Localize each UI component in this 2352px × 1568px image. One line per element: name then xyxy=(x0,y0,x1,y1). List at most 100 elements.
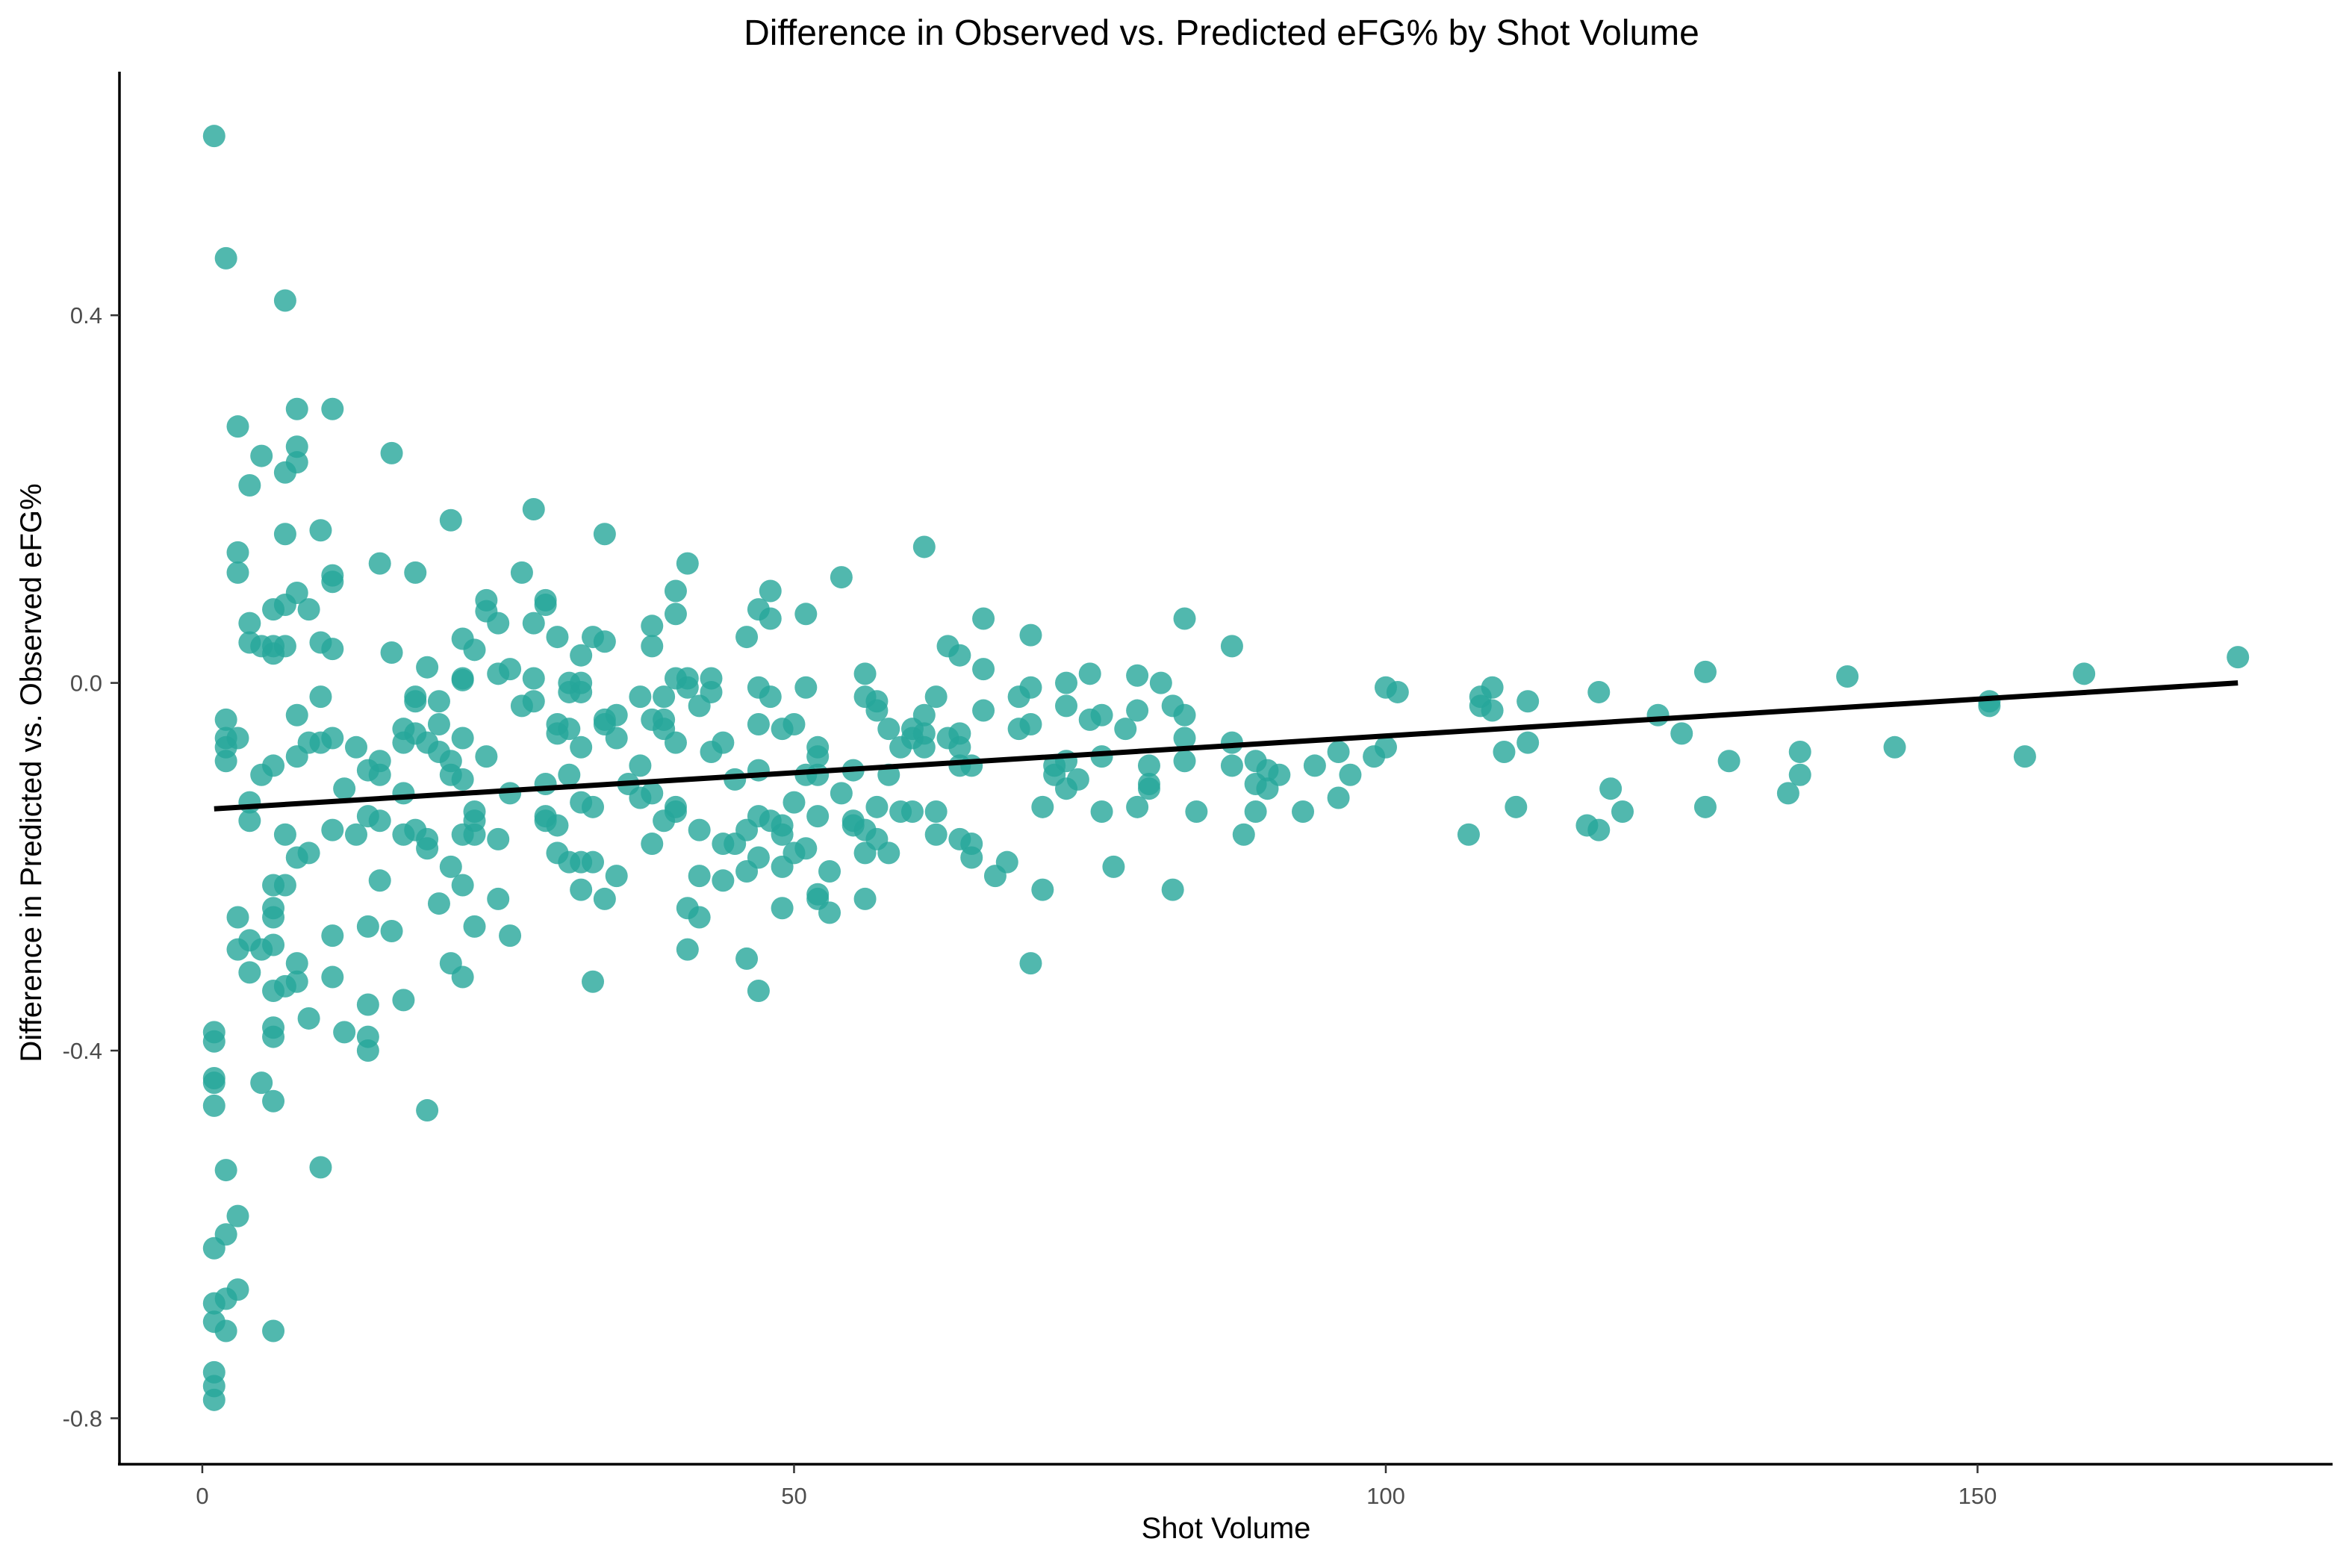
data-point xyxy=(1303,754,1326,777)
data-point xyxy=(759,685,782,709)
data-point xyxy=(853,662,877,685)
data-point xyxy=(1173,703,1196,727)
data-point xyxy=(1161,878,1184,901)
data-point xyxy=(747,759,770,782)
data-point xyxy=(226,938,249,961)
data-point xyxy=(605,727,628,750)
data-point xyxy=(273,823,296,846)
data-point xyxy=(404,690,427,713)
data-point xyxy=(297,1007,320,1030)
data-point xyxy=(439,508,462,532)
data-point xyxy=(2227,646,2250,669)
data-point xyxy=(1173,750,1196,773)
data-point xyxy=(1055,671,1078,694)
data-point xyxy=(582,970,605,993)
data-point xyxy=(593,887,616,910)
data-point xyxy=(356,915,379,938)
data-point xyxy=(1126,795,1149,818)
data-point xyxy=(558,718,581,741)
data-point xyxy=(1185,800,1208,823)
data-point xyxy=(1717,750,1740,773)
data-point xyxy=(1292,800,1315,823)
data-point xyxy=(759,579,782,603)
data-point xyxy=(392,782,415,805)
data-point xyxy=(747,980,770,1003)
data-point xyxy=(924,685,948,709)
data-point xyxy=(262,906,285,929)
x-tick-label: 50 xyxy=(781,1483,806,1509)
data-point xyxy=(1268,763,1291,786)
data-point xyxy=(712,869,735,892)
data-point xyxy=(1078,662,1101,685)
data-point xyxy=(1066,768,1089,791)
data-point xyxy=(262,754,285,777)
data-point xyxy=(700,680,723,703)
data-point xyxy=(321,965,344,989)
data-point xyxy=(510,561,533,584)
data-point xyxy=(1611,800,1634,823)
data-point xyxy=(214,708,237,731)
data-point xyxy=(214,1319,237,1343)
data-point xyxy=(1244,800,1267,823)
data-point xyxy=(1232,823,1255,846)
data-point xyxy=(368,763,391,786)
data-point xyxy=(972,658,995,681)
data-point xyxy=(818,901,841,924)
data-point xyxy=(948,644,971,667)
data-point xyxy=(1386,680,1409,703)
data-point xyxy=(202,1030,225,1053)
x-tick-label: 150 xyxy=(1959,1483,1997,1509)
data-point xyxy=(1173,607,1196,630)
data-point xyxy=(2013,745,2036,768)
data-point xyxy=(1693,660,1717,683)
data-point xyxy=(629,754,652,777)
y-tick-label: 0.4 xyxy=(70,302,102,329)
data-point xyxy=(995,850,1018,874)
data-point xyxy=(1587,680,1611,703)
data-point xyxy=(582,795,605,818)
data-point xyxy=(676,552,699,575)
data-point xyxy=(522,497,545,520)
data-point xyxy=(297,841,320,865)
data-point xyxy=(333,777,356,800)
y-axis-ticks: -0.8 -0.4 0.0 0.4 xyxy=(63,302,119,1431)
data-point xyxy=(345,823,368,846)
data-point xyxy=(1883,735,1906,759)
data-point xyxy=(1090,703,1113,727)
data-point xyxy=(309,1156,332,1179)
data-point xyxy=(345,735,368,759)
data-point xyxy=(463,638,486,662)
data-point xyxy=(818,859,841,883)
chart-title: Difference in Observed vs. Predicted eFG… xyxy=(744,13,1699,53)
data-point xyxy=(641,782,664,805)
data-point xyxy=(214,246,237,270)
data-point xyxy=(416,656,439,679)
data-point xyxy=(451,874,474,897)
data-point xyxy=(830,782,853,805)
data-point xyxy=(427,892,450,915)
data-point xyxy=(321,638,344,661)
data-point xyxy=(1587,818,1611,841)
data-point xyxy=(238,961,261,984)
data-point xyxy=(202,1292,225,1315)
data-point xyxy=(1031,878,1054,901)
data-point xyxy=(912,535,936,559)
data-point xyxy=(688,906,711,929)
data-point xyxy=(570,878,593,901)
data-point xyxy=(972,607,995,630)
data-points xyxy=(202,125,2250,1411)
data-point xyxy=(1126,664,1149,687)
data-point xyxy=(676,676,699,699)
data-point xyxy=(285,451,308,474)
data-point xyxy=(877,718,900,741)
data-point xyxy=(273,523,296,546)
data-point xyxy=(368,869,391,892)
data-point xyxy=(285,397,308,420)
data-point xyxy=(1836,665,1859,688)
data-point xyxy=(487,887,510,910)
data-point xyxy=(309,519,332,542)
data-point xyxy=(475,745,498,768)
data-point xyxy=(226,415,249,438)
data-point xyxy=(593,630,616,653)
